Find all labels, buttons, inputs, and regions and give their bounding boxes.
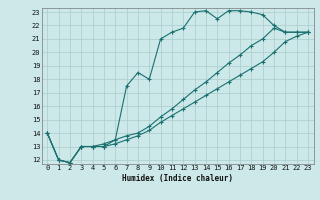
X-axis label: Humidex (Indice chaleur): Humidex (Indice chaleur) [122, 174, 233, 183]
